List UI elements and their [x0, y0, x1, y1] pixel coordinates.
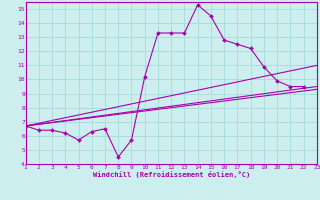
X-axis label: Windchill (Refroidissement éolien,°C): Windchill (Refroidissement éolien,°C) [92, 171, 250, 178]
